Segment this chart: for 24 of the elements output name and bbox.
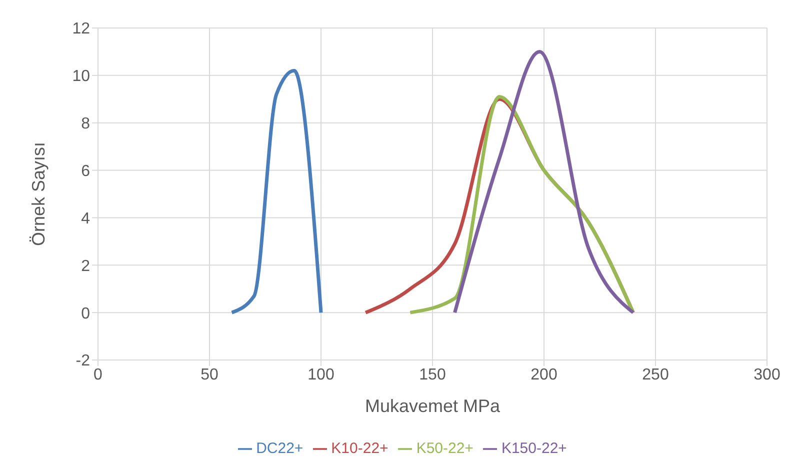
- legend-label: DC22+: [256, 440, 304, 457]
- y-tick-label: 10: [72, 68, 90, 86]
- x-axis-title: Mukavemet MPa: [364, 396, 502, 416]
- x-tick-label: 300: [754, 366, 780, 384]
- y-tick-label: 2: [81, 258, 90, 275]
- x-tick-label: 150: [419, 366, 446, 384]
- y-tick-label: 8: [81, 116, 90, 133]
- x-tick-label: 0: [94, 366, 103, 384]
- y-tick-label: 12: [72, 20, 90, 38]
- x-tick-label: 250: [642, 366, 669, 384]
- legend-label: K50-22+: [416, 440, 474, 457]
- line-series: [230, 68, 323, 314]
- x-tick-label: 50: [200, 366, 218, 384]
- y-tick-label: 4: [81, 210, 90, 228]
- y-tick-label: 0: [81, 305, 90, 322]
- legend-label: K150-22+: [501, 440, 567, 457]
- line-series: [408, 95, 635, 314]
- y-tick-label: -2: [76, 352, 90, 370]
- legend-label: K10-22+: [331, 440, 388, 457]
- y-tick-label: 6: [81, 162, 90, 180]
- x-tick-label: 100: [308, 366, 334, 384]
- y-axis-title: Örnek Sayısı: [28, 142, 48, 246]
- line-series: [453, 50, 635, 314]
- x-tick-label: 200: [530, 366, 558, 384]
